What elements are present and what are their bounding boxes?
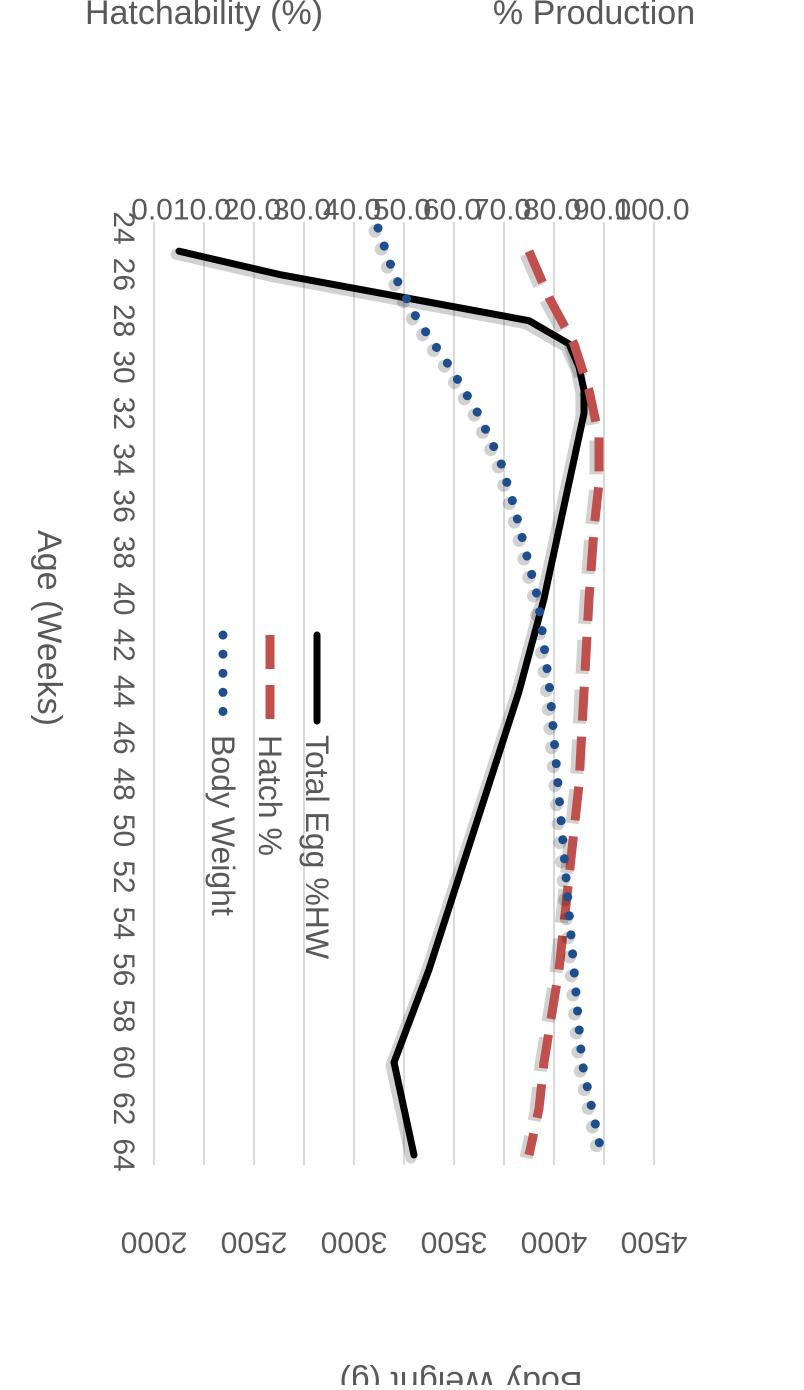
left-tick-label: 20.0 [223,194,281,227]
right-tick-label: 2000 [121,1226,188,1259]
left-tick-label: 50.0 [373,194,431,227]
series-layer [170,223,607,1165]
legend-label: Total Egg %HW [299,735,335,960]
right-axis-ticks: 2000 2500 3000 3500 4000 4500 [121,1226,688,1259]
x-tick-label: 64 [107,1138,140,1171]
x-tick-label: 36 [107,489,140,522]
left-tick-label: 100.0 [614,194,689,227]
series-shadow-total-egg-hw [170,248,587,1164]
x-tick-label: 52 [107,860,140,893]
left-axis-title-production: % Production [493,0,695,32]
left-tick-label: 0.0 [131,194,173,227]
left-tick-label: 80.0 [523,194,581,227]
x-tick-label: 44 [107,675,140,708]
x-axis-ticks: 24 26 28 30 32 34 36 38 40 42 44 46 48 50 52 54 56 58 60 62… [107,211,140,1171]
right-tick-label: 3000 [321,1226,388,1259]
right-tick-label: 2500 [221,1226,288,1259]
left-tick-label: 40.0 [323,194,381,227]
x-tick-label: 34 [107,443,140,476]
x-tick-label: 48 [107,768,140,801]
left-tick-label: 30.0 [273,194,331,227]
left-axis-ticks: 0.0 10.020.030.040.050.060.070.080.090.01… [131,194,689,227]
legend: Total Egg %HW Hatch % Body Weight [205,630,335,960]
x-tick-label: 42 [107,628,140,661]
right-tick-label: 3500 [421,1226,488,1259]
series-line-body-weight [373,223,607,1160]
x-tick-label: 54 [107,907,140,940]
right-axis-title-body-weight: Body Weight (g) [339,1364,582,1385]
x-tick-label: 50 [107,814,140,847]
left-tick-label: 10.0 [173,194,231,227]
series-line-total-egg-hw [175,247,588,1159]
left-tick-label: 90.0 [573,194,631,227]
x-tick-label: 40 [107,582,140,615]
right-tick-label: 4000 [521,1226,588,1259]
x-tick-label: 30 [107,350,140,383]
right-tick-label: 4500 [621,1226,688,1259]
x-tick-label: 62 [107,1092,140,1125]
legend-label: Hatch % [252,735,288,856]
left-axis-title-hatchability: Hatchability (%) [85,0,323,32]
x-tick-label: 58 [107,999,140,1032]
x-tick-label: 38 [107,536,140,569]
x-tick-label: 46 [107,721,140,754]
x-tick-label: 56 [107,953,140,986]
x-tick-label: 28 [107,304,140,337]
x-tick-label: 24 [107,211,140,244]
series-line-hatch [524,249,604,1156]
x-tick-label: 60 [107,1046,140,1079]
x-axis-title: Age (Weeks) [30,530,68,726]
left-tick-label: 70.0 [473,194,531,227]
left-tick-label: 60.0 [423,194,481,227]
x-tick-label: 26 [107,258,140,291]
x-tick-label: 32 [107,397,140,430]
legend-label: Body Weight [205,735,241,916]
